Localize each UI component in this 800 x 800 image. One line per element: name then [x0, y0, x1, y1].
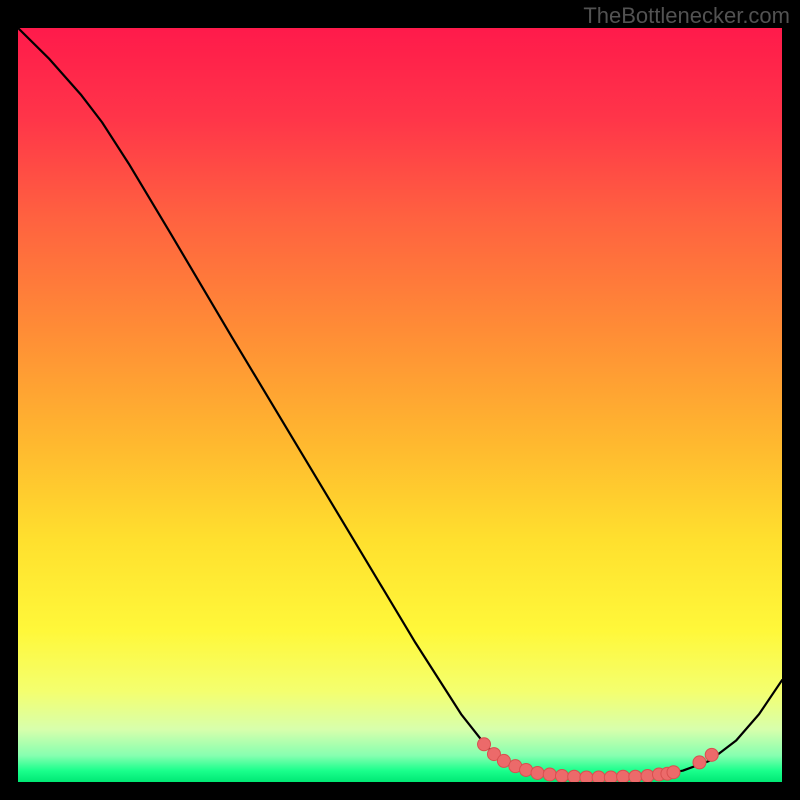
data-marker — [555, 769, 568, 782]
data-marker — [478, 738, 491, 751]
data-marker — [705, 748, 718, 761]
data-marker — [543, 768, 556, 781]
chart-container — [18, 28, 782, 782]
data-marker — [641, 769, 654, 782]
data-marker — [580, 771, 593, 782]
data-marker — [617, 770, 630, 782]
watermark-text: TheBottlenecker.com — [583, 3, 790, 29]
data-marker — [604, 771, 617, 782]
data-marker — [520, 763, 533, 776]
data-marker — [667, 766, 680, 779]
gradient-chart — [18, 28, 782, 782]
data-marker — [531, 766, 544, 779]
data-marker — [592, 771, 605, 782]
gradient-background — [18, 28, 782, 782]
data-marker — [629, 770, 642, 782]
data-marker — [568, 770, 581, 782]
data-marker — [693, 756, 706, 769]
